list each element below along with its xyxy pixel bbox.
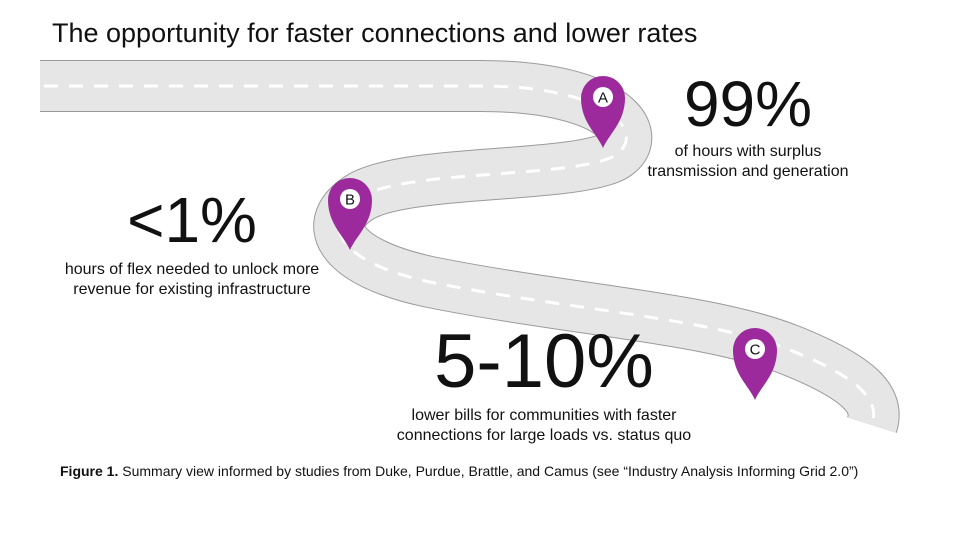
stat-surplus-hours-desc-line1: of hours with surplus (674, 143, 822, 160)
stat-surplus-hours-value: 99% (683, 68, 813, 140)
map-pin-b-icon: B (328, 178, 372, 250)
map-pin-c-icon: C (733, 328, 777, 400)
marker-b-label: B (345, 192, 355, 209)
marker-c-label: C (750, 342, 761, 359)
page-title: The opportunity for faster connections a… (52, 18, 698, 48)
stat-flex-hours-desc-line1: hours of flex needed to unlock more (64, 261, 320, 278)
figure-caption: Figure 1. Summary view informed by studi… (60, 463, 858, 479)
stat-lower-bills: 5-10% lower bills for communities with f… (362, 324, 726, 446)
stat-surplus-hours: 99% of hours with surplus transmission a… (630, 72, 866, 182)
map-pin-a-icon: A (581, 76, 625, 148)
stat-flex-hours: <1% hours of flex needed to unlock more … (50, 188, 334, 300)
stat-surplus-hours-desc-line2: transmission and generation (647, 163, 849, 180)
figure-caption-label: Figure 1. (60, 463, 119, 479)
marker-a-label: A (598, 90, 608, 107)
stat-lower-bills-desc-line1: lower bills for communities with faster (411, 407, 677, 424)
stat-lower-bills-value: 5-10% (434, 319, 654, 404)
stat-flex-hours-desc-line2: revenue for existing infrastructure (73, 281, 311, 298)
figure-caption-text: Summary view informed by studies from Du… (118, 463, 859, 479)
stat-flex-hours-value: <1% (127, 184, 257, 256)
stat-lower-bills-desc-line2: connections for large loads vs. status q… (396, 427, 692, 444)
